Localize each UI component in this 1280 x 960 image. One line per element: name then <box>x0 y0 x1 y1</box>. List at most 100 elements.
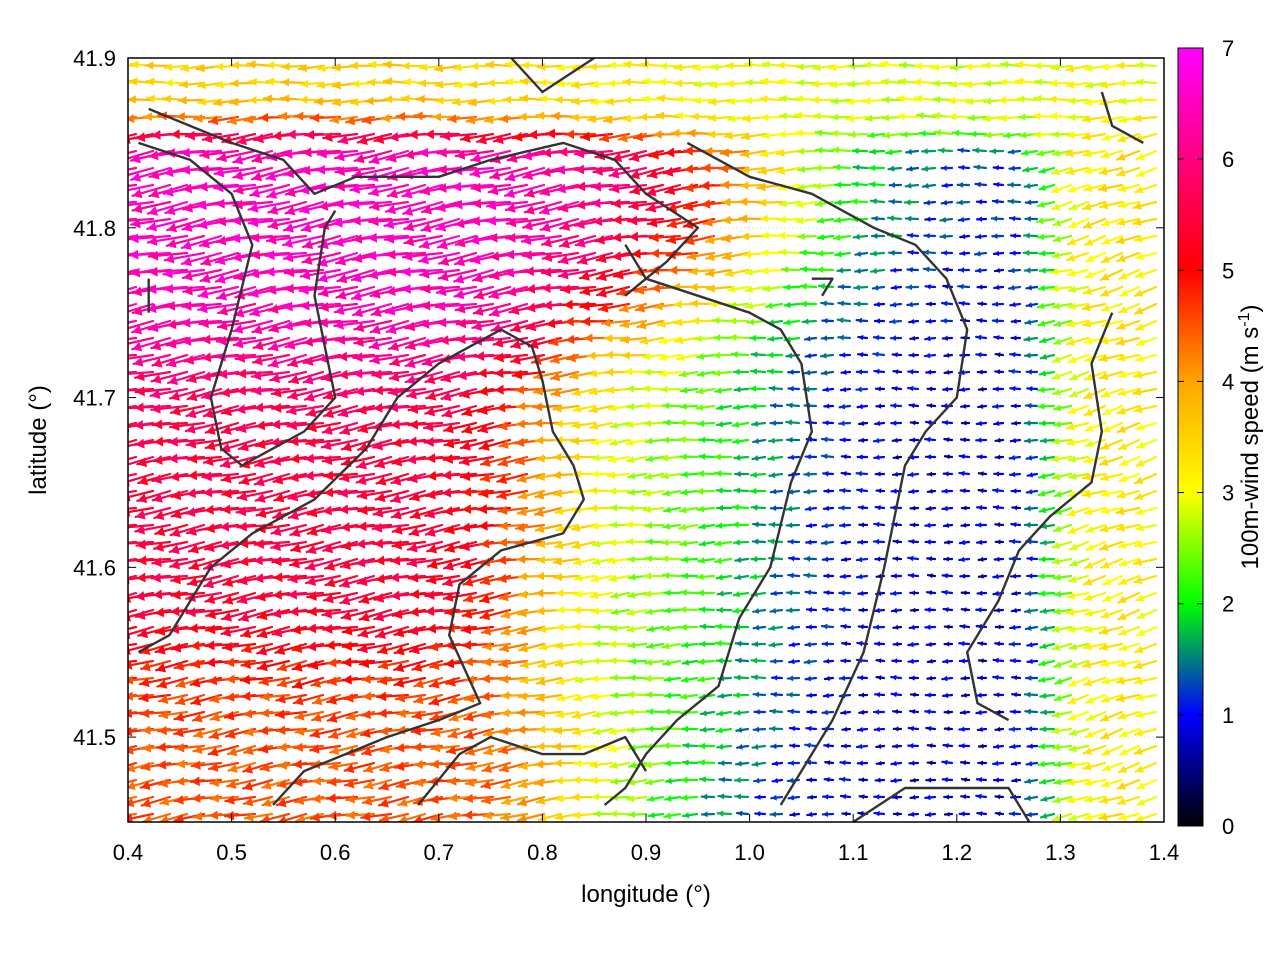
wind-vector <box>1084 608 1107 617</box>
wind-vector <box>847 130 869 139</box>
wind-vector <box>769 505 784 512</box>
wind-vector <box>334 181 376 192</box>
wind-vector <box>423 129 461 140</box>
wind-vector <box>311 710 342 723</box>
wind-vector <box>975 692 988 699</box>
wind-vector <box>336 351 376 362</box>
wind-vector <box>912 78 937 87</box>
wind-vector <box>661 402 682 410</box>
wind-vector <box>390 506 427 520</box>
wind-vector <box>1118 642 1141 652</box>
wind-vector <box>892 454 903 460</box>
wind-vector <box>926 760 937 766</box>
wind-vector <box>523 200 563 215</box>
wind-vector <box>766 368 784 375</box>
wind-vector <box>570 452 597 462</box>
wind-vector <box>204 640 240 651</box>
wind-vector <box>201 471 240 482</box>
wind-vector <box>788 555 801 562</box>
wind-vector <box>875 675 886 681</box>
wind-vector <box>749 573 767 581</box>
wind-vector <box>1118 625 1141 636</box>
wind-vector <box>1115 336 1141 346</box>
wind-vector <box>519 659 546 669</box>
wind-vector <box>235 421 274 434</box>
wind-vector <box>890 674 903 681</box>
wind-vector <box>1116 489 1141 499</box>
wind-vector <box>610 591 631 599</box>
wind-vector <box>769 811 784 818</box>
wind-vector <box>751 743 767 750</box>
wind-vector <box>589 591 614 600</box>
wind-vector <box>804 453 818 460</box>
wind-vector <box>891 658 903 664</box>
wind-vector <box>1100 778 1124 788</box>
wind-vector <box>1133 744 1158 755</box>
wind-vector <box>956 181 971 188</box>
wind-vector <box>404 353 444 369</box>
wind-vector <box>994 454 1005 460</box>
wind-vector <box>136 555 172 566</box>
wind-vector <box>572 404 597 413</box>
wind-vector <box>481 761 512 773</box>
wind-vector <box>939 233 954 240</box>
wind-vector <box>1024 795 1039 802</box>
wind-vector <box>1067 625 1090 633</box>
wind-vector <box>822 505 835 512</box>
wind-vector <box>340 438 376 452</box>
wind-vector <box>920 148 937 155</box>
wind-vector <box>1116 795 1141 806</box>
wind-vector <box>941 675 954 682</box>
wind-vector <box>1134 540 1158 549</box>
wind-vector <box>288 436 325 447</box>
wind-vector <box>787 624 801 631</box>
wind-vector <box>407 572 444 583</box>
wind-vector <box>698 523 716 530</box>
wind-vector <box>553 540 580 550</box>
wind-vector <box>1100 115 1124 124</box>
wind-vector <box>1052 336 1073 346</box>
wind-vector <box>734 556 750 563</box>
axis-ticks <box>127 57 1165 822</box>
wind-vector <box>128 675 155 685</box>
wind-vector <box>803 658 818 665</box>
wind-vector <box>426 557 461 570</box>
wind-vector <box>874 471 886 477</box>
wind-vector <box>1037 489 1056 497</box>
colorbar-tick-label: 2 <box>1222 592 1234 617</box>
wind-vector <box>454 251 495 267</box>
wind-vector <box>336 268 376 284</box>
wind-vector <box>1082 149 1107 158</box>
wind-vector <box>1048 79 1073 88</box>
wind-vector <box>887 165 903 172</box>
wind-vector <box>823 590 835 596</box>
wind-vector <box>169 557 206 570</box>
wind-vector <box>663 589 682 597</box>
wind-vector <box>1024 199 1039 206</box>
wind-vector <box>147 266 189 277</box>
wind-vector <box>300 217 342 233</box>
wind-vector <box>443 438 478 449</box>
wind-vector <box>924 335 937 342</box>
wind-vector <box>1037 572 1056 580</box>
wind-vector <box>994 437 1005 443</box>
wind-vector <box>959 709 971 715</box>
wind-vector <box>393 659 427 673</box>
wind-vector <box>480 455 512 467</box>
wind-vector <box>1098 625 1124 635</box>
wind-vector <box>459 438 495 451</box>
wind-vector <box>972 147 988 154</box>
wind-vector <box>839 759 852 766</box>
wind-vector <box>692 63 716 72</box>
wind-vector <box>625 455 648 464</box>
wind-vector <box>1134 319 1158 331</box>
wind-vector <box>570 113 597 122</box>
wind-vector <box>958 453 971 460</box>
wind-vector <box>644 658 665 666</box>
wind-vector <box>992 165 1005 171</box>
wind-vector <box>309 744 342 754</box>
wind-vector <box>1052 607 1073 615</box>
wind-vector <box>187 623 223 634</box>
wind-vector <box>861 79 886 87</box>
wind-vector <box>1116 251 1141 263</box>
